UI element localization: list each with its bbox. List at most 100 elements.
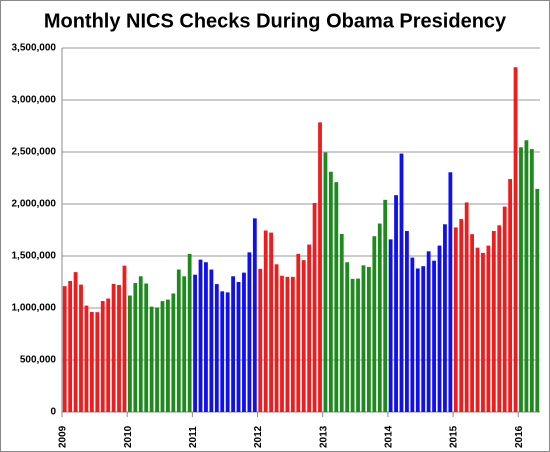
bar xyxy=(160,301,165,412)
bar xyxy=(323,152,328,412)
bar xyxy=(361,265,366,412)
bar xyxy=(486,245,491,412)
bar xyxy=(236,282,241,412)
bar xyxy=(508,179,513,412)
bar xyxy=(524,140,529,413)
bar xyxy=(138,276,143,412)
bar xyxy=(247,252,252,412)
y-tick-label: 3,500,000 xyxy=(12,43,57,54)
bar xyxy=(377,223,382,412)
bar xyxy=(453,227,458,412)
bar xyxy=(339,233,344,412)
bar xyxy=(426,251,431,412)
x-tick-label: 2011 xyxy=(188,426,199,448)
bar xyxy=(481,252,485,412)
bar xyxy=(345,262,350,412)
bar xyxy=(356,278,360,412)
bar xyxy=(62,286,67,412)
bar xyxy=(459,219,464,412)
bar xyxy=(149,306,154,412)
bar xyxy=(410,257,415,412)
y-tick-label: 2,500,000 xyxy=(12,147,57,158)
bar xyxy=(95,312,100,412)
bar xyxy=(182,276,187,412)
bar xyxy=(394,195,398,412)
bar xyxy=(366,266,371,412)
bar xyxy=(84,305,89,412)
bar xyxy=(204,262,208,412)
bar xyxy=(470,234,475,412)
bar xyxy=(513,67,518,413)
bar xyxy=(432,260,436,412)
x-tick-label: 2014 xyxy=(384,425,395,448)
bar xyxy=(263,230,268,412)
bar xyxy=(100,301,105,412)
bar xyxy=(307,244,312,412)
bar xyxy=(421,266,426,412)
bar xyxy=(144,283,149,412)
bar xyxy=(491,231,496,412)
bar xyxy=(443,224,447,412)
bar xyxy=(106,298,111,412)
x-tick-label: 2010 xyxy=(123,425,134,448)
bar xyxy=(437,245,442,412)
bar xyxy=(269,232,274,412)
bar xyxy=(328,171,333,412)
bar xyxy=(519,147,523,412)
x-tick-label: 2012 xyxy=(253,425,264,448)
bar xyxy=(127,295,132,412)
x-tick-label: 2009 xyxy=(58,425,69,448)
x-tick-label: 2015 xyxy=(449,425,460,448)
bar xyxy=(68,280,73,412)
bar xyxy=(415,268,420,412)
y-tick-label: 1,500,000 xyxy=(12,251,57,262)
bar xyxy=(388,239,393,412)
bar xyxy=(171,293,176,412)
y-tick-label: 0 xyxy=(50,407,56,418)
bar xyxy=(122,265,127,412)
x-tick-label: 2016 xyxy=(514,425,525,448)
bar xyxy=(475,247,480,412)
bar xyxy=(79,284,83,412)
y-tick-label: 500,000 xyxy=(20,355,57,366)
bar xyxy=(117,284,121,412)
bar xyxy=(296,253,301,412)
bar xyxy=(252,218,257,412)
bar xyxy=(225,292,230,412)
bar xyxy=(448,172,453,412)
bar xyxy=(399,153,404,412)
bar xyxy=(258,268,263,412)
bar xyxy=(529,149,534,412)
bar xyxy=(89,311,94,412)
bar xyxy=(502,206,507,412)
bar xyxy=(133,283,138,412)
bar xyxy=(535,188,540,412)
bar xyxy=(231,276,236,412)
bar xyxy=(405,231,409,412)
bar xyxy=(383,199,388,412)
bar xyxy=(497,225,502,412)
bar xyxy=(220,291,225,412)
bar xyxy=(350,278,355,412)
bar xyxy=(301,260,306,412)
bar xyxy=(312,202,317,412)
y-tick-label: 3,000,000 xyxy=(12,95,57,106)
bar xyxy=(290,276,295,412)
bar xyxy=(274,264,279,412)
bar xyxy=(318,122,322,413)
bar xyxy=(372,236,377,412)
bar xyxy=(280,275,284,412)
bar xyxy=(214,284,219,412)
bar xyxy=(155,307,159,412)
bar xyxy=(73,272,78,412)
bar xyxy=(176,269,181,412)
y-tick-label: 2,000,000 xyxy=(12,199,57,210)
bar xyxy=(166,299,170,412)
bar xyxy=(285,276,290,412)
bar xyxy=(334,182,339,412)
bar xyxy=(187,253,192,412)
x-tick-label: 2013 xyxy=(318,425,329,448)
bar xyxy=(193,274,197,412)
